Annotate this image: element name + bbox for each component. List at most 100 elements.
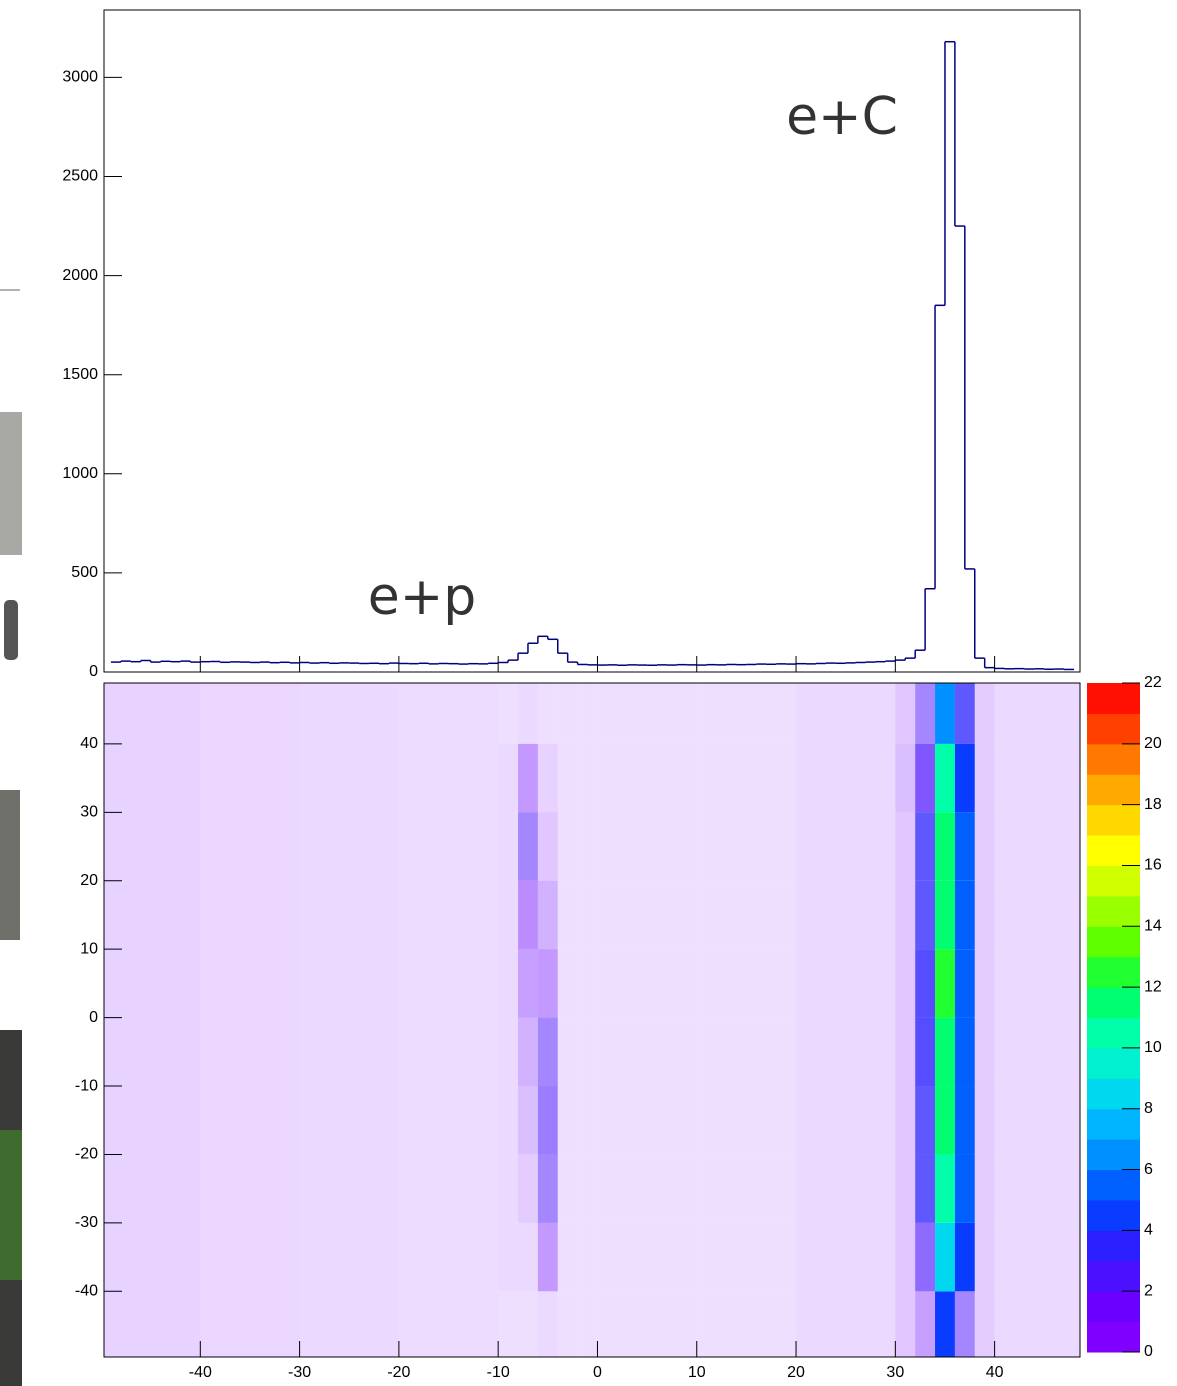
colorbar-band xyxy=(1087,1108,1140,1140)
heatmap-cell xyxy=(994,743,1080,813)
heatmap-cell xyxy=(537,812,558,881)
heatmap-cell xyxy=(696,1017,797,1087)
heatmap-cell xyxy=(398,880,499,950)
heatmap-cell xyxy=(537,949,558,1018)
colorbar-band xyxy=(1087,926,1140,958)
y-tick-label: 30 xyxy=(80,804,98,821)
heatmap-cell xyxy=(498,1222,519,1292)
heatmap-cell xyxy=(518,812,538,881)
heatmap-cell xyxy=(537,1086,558,1155)
colorbar-band xyxy=(1087,774,1140,806)
x-tick-label: -40 xyxy=(189,1364,212,1381)
heatmap-cell xyxy=(398,1154,499,1223)
colorbar-tick-label: 4 xyxy=(1144,1222,1153,1239)
heatmap-cell xyxy=(597,1154,697,1223)
heatmap-cell xyxy=(577,1017,598,1087)
colorbar-tick-label: 16 xyxy=(1144,857,1162,874)
heatmap-cell xyxy=(935,880,955,950)
heatmap-cell xyxy=(597,880,697,950)
colorbar-band xyxy=(1087,713,1140,745)
heatmap-cell xyxy=(597,949,697,1018)
heatmap-cell xyxy=(200,880,300,950)
heatmap-cell xyxy=(398,1222,499,1292)
heatmap-cell xyxy=(299,1017,399,1087)
heatmap-cell xyxy=(994,1154,1080,1223)
colorbar-tick-label: 10 xyxy=(1144,1039,1162,1056)
colorbar-tick-label: 0 xyxy=(1144,1343,1153,1360)
heatmap-cell xyxy=(537,1017,558,1087)
heatmap-cell xyxy=(895,1291,916,1357)
heatmap-cell xyxy=(498,743,519,813)
heatmap-cell xyxy=(696,812,797,881)
heatmap-cell xyxy=(104,743,201,813)
heatmap-cell xyxy=(696,880,797,950)
heatmap-cell xyxy=(577,1086,598,1155)
heatmap-cell xyxy=(577,743,598,813)
heatmap-cell xyxy=(104,949,201,1018)
colorbar-tick-label: 20 xyxy=(1144,735,1162,752)
heatmap-cell xyxy=(104,1086,201,1155)
heatmap-cell xyxy=(518,1222,538,1292)
heatmap-cell xyxy=(954,1154,975,1223)
heatmap-cell xyxy=(935,1086,955,1155)
heatmap-cell xyxy=(696,1291,797,1357)
heatmap-cell xyxy=(954,1017,975,1087)
heatmap-cell xyxy=(895,880,916,950)
colorbar-band xyxy=(1087,956,1140,988)
heatmap-cell xyxy=(954,949,975,1018)
heatmap-cell xyxy=(935,812,955,881)
heatmap-cell xyxy=(915,949,936,1018)
colorbar-band xyxy=(1087,835,1140,866)
colorbar-band xyxy=(1087,1230,1140,1262)
heatmap-cell xyxy=(597,1017,697,1087)
heatmap-cell xyxy=(696,1222,797,1292)
heatmap-cell xyxy=(796,683,896,744)
heatmap-cell xyxy=(994,949,1080,1018)
heatmap-cell xyxy=(974,1086,995,1155)
heatmap-cell xyxy=(398,683,499,744)
heatmap-cell xyxy=(200,1291,300,1357)
y-tick-label: -10 xyxy=(75,1077,98,1094)
heatmap-cell xyxy=(895,743,916,813)
heatmap-cell xyxy=(498,1291,519,1357)
heatmap-cell xyxy=(974,743,995,813)
heatmap-cell xyxy=(577,1154,598,1223)
heatmap-cell xyxy=(200,743,300,813)
heatmap-cell xyxy=(954,812,975,881)
heatmap-cell xyxy=(895,949,916,1018)
heatmap-cell xyxy=(299,1086,399,1155)
heatmap-cell xyxy=(577,1291,598,1357)
heatmap-cell xyxy=(518,1154,538,1223)
heatmap-cell xyxy=(498,683,519,744)
heatmap-cell xyxy=(974,1154,995,1223)
heatmap-cell xyxy=(796,949,896,1018)
heatmap-cell xyxy=(299,812,399,881)
heatmap-cell xyxy=(974,949,995,1018)
heatmap-cell xyxy=(537,1154,558,1223)
heatmap-cell xyxy=(104,1017,201,1087)
heatmap-cell xyxy=(796,1086,896,1155)
heatmap-cell xyxy=(974,1017,995,1087)
heatmap-cell xyxy=(518,683,538,744)
heatmap-cell xyxy=(597,1291,697,1357)
heatmap-cell xyxy=(994,812,1080,881)
heatmap-cell xyxy=(299,1222,399,1292)
heatmap-cell xyxy=(200,683,300,744)
annotation: e+C xyxy=(786,87,898,147)
heatmap-cell xyxy=(954,1291,975,1357)
heatmap-cell xyxy=(299,1154,399,1223)
colorbar-tick-label: 2 xyxy=(1144,1282,1153,1299)
x-tick-label: 10 xyxy=(688,1364,706,1381)
heatmap-cell xyxy=(696,1154,797,1223)
heatmap-cell xyxy=(597,743,697,813)
heatmap-cell xyxy=(974,1222,995,1292)
heatmap-cell xyxy=(915,1291,936,1357)
heatmap-cell xyxy=(104,1222,201,1292)
photo-fragment xyxy=(4,600,18,660)
y-tick-label: 1500 xyxy=(62,366,98,383)
heatmap-cell xyxy=(915,1017,936,1087)
plot-frame xyxy=(103,682,1081,1358)
heatmap-cell xyxy=(557,1086,578,1155)
y-tick-label: 500 xyxy=(71,564,98,581)
